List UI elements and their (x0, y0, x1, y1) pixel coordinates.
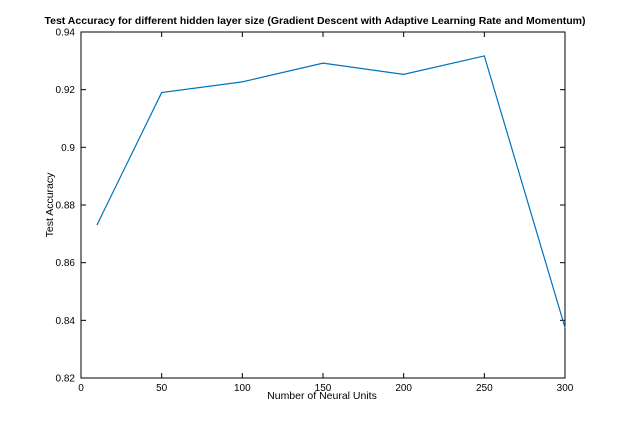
y-tick-label: 0.84 (56, 316, 76, 327)
y-tick-label: 0.92 (56, 85, 76, 96)
y-tick-label: 0.86 (56, 258, 76, 269)
y-axis-title: Test Accuracy (44, 172, 56, 238)
y-tick-label: 0.82 (56, 374, 76, 385)
y-tick-label: 0.88 (56, 201, 76, 212)
x-tick-label: 0 (78, 383, 84, 394)
data-point (322, 62, 324, 64)
data-point (241, 81, 243, 83)
data-point (161, 91, 163, 94)
series-line (96, 55, 566, 328)
plot-area: 0 50 100 150 200 250 300 0.82 0.84 0.86 0.88 0.9 0.9… (56, 28, 574, 395)
data-point (483, 55, 485, 57)
x-tick-label: 250 (476, 383, 493, 394)
chart-title: Test Accuracy for different hidden layer… (44, 15, 585, 27)
x-tick-label: 300 (557, 383, 574, 394)
x-tick-label: 100 (234, 383, 251, 394)
data-point (403, 73, 405, 75)
data-point (96, 224, 98, 226)
x-tick-label: 50 (156, 383, 168, 394)
y-tick-label: 0.9 (61, 143, 75, 154)
y-tick-label: 0.94 (56, 28, 76, 39)
x-tick-label: 200 (395, 383, 412, 394)
data-point (564, 326, 566, 329)
x-tick-label: 150 (315, 383, 332, 394)
x-axis-title: Number of Neural Units (267, 390, 377, 402)
